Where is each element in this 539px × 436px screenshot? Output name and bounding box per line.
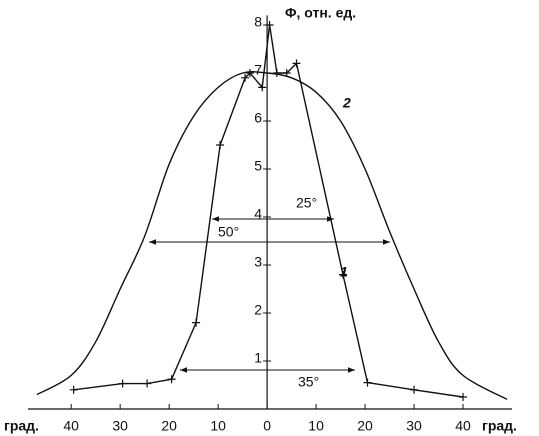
annotation: 25° xyxy=(296,195,317,211)
y-tick-label: 3 xyxy=(254,254,262,270)
y-tick-label: 6 xyxy=(254,110,262,126)
point-marker xyxy=(245,69,254,77)
point-marker xyxy=(143,379,152,388)
point-marker xyxy=(167,375,176,384)
y-tick-label: 7 xyxy=(254,62,262,78)
y-tick-label: 5 xyxy=(254,158,262,174)
annotation: 35° xyxy=(298,374,319,390)
point-marker xyxy=(410,385,419,394)
x-tick-label: 40 xyxy=(63,418,79,434)
point-marker xyxy=(192,318,201,327)
y-axis-label: Φ, отн. ед. xyxy=(285,5,356,21)
point-marker xyxy=(241,73,250,82)
x-axis-label: град. xyxy=(482,418,517,434)
y-tick-label: 1 xyxy=(254,350,262,366)
point-marker xyxy=(459,393,468,401)
x-axis-label: град. xyxy=(4,418,39,434)
x-tick-label: 20 xyxy=(357,418,373,434)
point-marker xyxy=(363,378,372,387)
point-marker xyxy=(216,141,225,149)
curve-label: 1 xyxy=(340,264,348,280)
point-marker xyxy=(118,379,127,388)
x-tick-label: 0 xyxy=(263,418,271,434)
x-tick-label: 30 xyxy=(406,418,422,434)
point-marker xyxy=(292,59,301,68)
y-tick-label: 8 xyxy=(254,14,262,30)
curve-label: 2 xyxy=(342,95,351,111)
x-tick-label: 20 xyxy=(161,418,177,434)
point-marker xyxy=(69,385,78,394)
annotation: 50° xyxy=(218,224,239,240)
point-marker xyxy=(258,83,267,92)
x-tick-label: 10 xyxy=(308,418,324,434)
point-marker xyxy=(272,69,281,77)
point-marker xyxy=(339,270,348,279)
series-line xyxy=(36,71,508,401)
point-marker xyxy=(265,21,274,29)
x-tick-label: 10 xyxy=(210,418,226,434)
y-tick-label: 4 xyxy=(254,206,262,222)
x-tick-label: 30 xyxy=(112,418,128,434)
series-line xyxy=(73,24,464,398)
y-tick-label: 2 xyxy=(254,302,262,318)
x-tick-label: 40 xyxy=(455,418,471,434)
